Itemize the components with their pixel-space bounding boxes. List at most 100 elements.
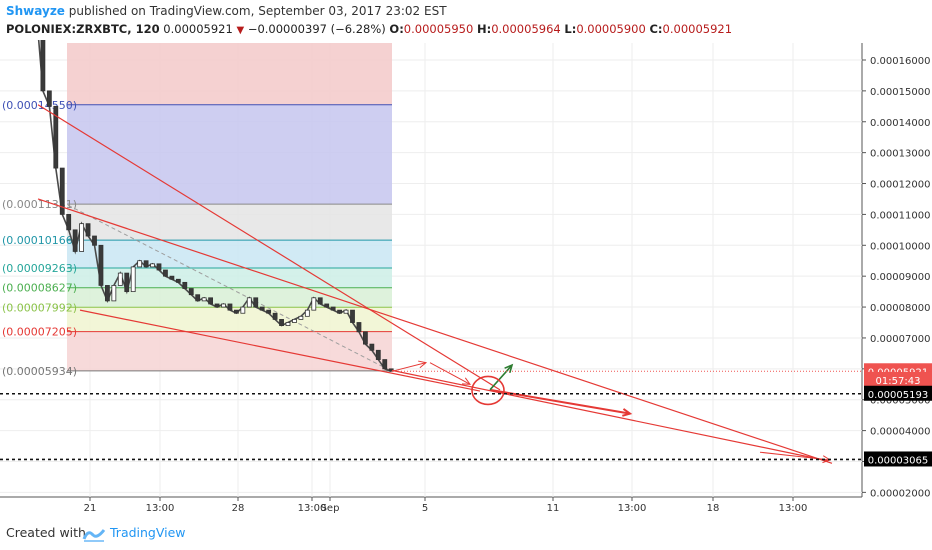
price-candle: [163, 269, 168, 277]
low-label: L:: [564, 22, 577, 36]
price-candle: [266, 309, 272, 314]
price-axis-badge: [864, 451, 932, 467]
projection-arrow-breakdown: [489, 388, 631, 415]
projection-arrow-up: [489, 364, 513, 391]
x-tick-label: 21: [84, 503, 97, 514]
price-candle: [169, 275, 175, 280]
price-candle: [356, 322, 362, 333]
published-text: published on TradingView.com, September …: [68, 4, 447, 18]
price-candle: [130, 266, 136, 293]
price-candle: [53, 105, 59, 169]
tradingview-logo-icon: [82, 529, 106, 542]
price-candle: [292, 319, 297, 323]
projection-arrow-small-head: [418, 360, 428, 369]
price-candle: [66, 214, 72, 231]
price-candle: [59, 167, 65, 215]
y-tick-label: 0.00014000: [870, 118, 930, 129]
price-candle: [117, 272, 123, 286]
price-candle: [253, 297, 259, 308]
price-axis-badge: [864, 371, 932, 387]
x-tick-label: 18: [707, 503, 720, 514]
price-candle: [272, 312, 278, 320]
open-label: O:: [389, 22, 404, 36]
price-axis-badge-label: 01:57:43: [876, 376, 921, 387]
price-candle: [324, 303, 330, 308]
y-tick-label: 0.00002000: [870, 488, 930, 499]
price-candle: [375, 349, 381, 360]
price-axis-badge-label: 0.00005193: [868, 390, 928, 401]
fib-band: [67, 43, 392, 105]
fib-band: [67, 268, 392, 288]
price-candle: [175, 278, 181, 283]
price-candle: [233, 309, 239, 314]
projection-arrow-down-head: [461, 377, 472, 385]
dashed-trendline: [67, 204, 391, 371]
price-candle: [98, 244, 104, 286]
y-tick-label: 0.00008000: [870, 303, 930, 314]
y-tick-label: 0.00004000: [870, 427, 930, 438]
trendline-lower: [79, 309, 481, 392]
low-value: 0.00005900: [576, 22, 646, 36]
x-tick-label: 13:00: [779, 503, 808, 514]
price-candle: [105, 285, 110, 302]
price-candle: [111, 285, 117, 302]
symbol-label[interactable]: POLONIEX:ZRXBTC, 120: [6, 22, 160, 36]
price-candle: [150, 263, 155, 268]
fib-band: [67, 331, 392, 371]
price-candle: [124, 272, 130, 293]
price-candle: [337, 309, 343, 314]
price-candle: [40, 40, 46, 92]
author-link[interactable]: Shwayze: [6, 4, 65, 18]
fib-level-label: (0.00009263): [2, 262, 77, 275]
price-candle: [201, 297, 207, 302]
y-tick-label: 0.00009000: [870, 272, 930, 283]
x-tick-label: 13:00: [146, 503, 175, 514]
fib-level-label: (0.00011331): [2, 198, 77, 211]
open-value: 0.00005950: [403, 22, 474, 36]
fib-band: [67, 240, 392, 269]
price-candle: [208, 297, 214, 305]
y-tick-label: 0.00010000: [870, 241, 930, 252]
price-candle: [311, 297, 317, 311]
price-candle: [279, 319, 284, 326]
price-chart[interactable]: 0.000020000.000030000.000040000.00005000…: [0, 40, 932, 520]
price-candle: [369, 343, 375, 351]
price-candle: [214, 303, 220, 308]
y-tick-label: 0.00011000: [870, 210, 930, 221]
x-tick-label: 28: [232, 503, 245, 514]
y-tick-label: 0.00005000: [870, 396, 930, 407]
projection-arrow-down: [429, 362, 471, 385]
y-tick-label: 0.00013000: [870, 149, 930, 160]
price-candle: [304, 309, 310, 317]
price-change: −0.00000397 (−6.28%): [247, 22, 386, 36]
high-value: 0.00005964: [491, 22, 561, 36]
y-tick-label: 0.00007000: [870, 334, 930, 345]
trendline-upper-steep: [37, 104, 501, 391]
price-candle: [285, 322, 291, 326]
tradingview-brand[interactable]: TradingView: [110, 525, 186, 540]
price-candle: [246, 297, 252, 308]
price-candle: [92, 235, 97, 246]
breakout-circle: [471, 375, 505, 406]
projection-arrow-small: [391, 362, 427, 372]
price-candle: [317, 297, 323, 305]
fib-level-label: (0.00007205): [2, 326, 77, 339]
price-candle: [182, 281, 188, 289]
close-label: C:: [649, 22, 663, 36]
price-candle: [350, 309, 355, 323]
projection-arrow-target: [759, 451, 831, 461]
fib-level-label: (0.00008627): [2, 282, 77, 295]
price-candle: [343, 309, 349, 314]
price-candle: [85, 223, 91, 237]
last-price: 0.00005921: [163, 22, 233, 36]
price-candle: [156, 263, 162, 271]
fib-band: [67, 104, 392, 205]
projection-arrow-breakdown-head: [622, 408, 633, 417]
fib-level-label: (0.00010166): [2, 234, 77, 247]
high-label: H:: [476, 22, 492, 36]
price-candle: [137, 260, 143, 268]
x-tick-label: 5: [422, 503, 428, 514]
fib-level-label: (0.00007992): [2, 301, 77, 314]
y-tick-label: 0.00016000: [870, 56, 930, 67]
x-tick-label: 11: [547, 503, 560, 514]
